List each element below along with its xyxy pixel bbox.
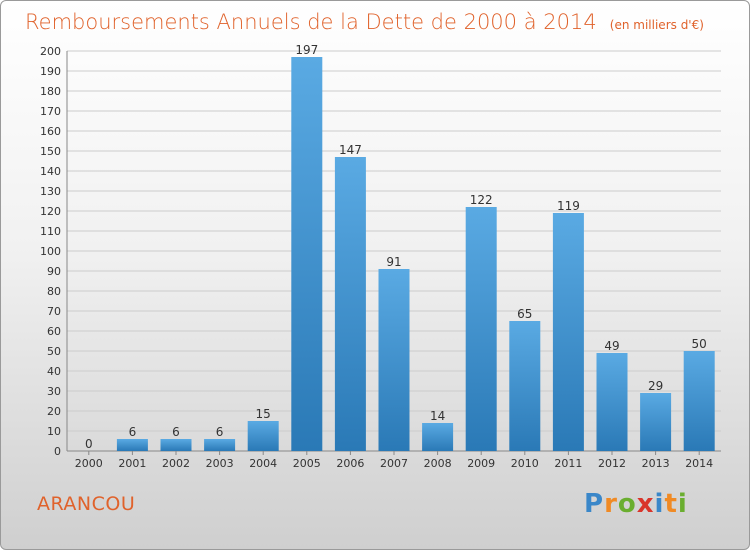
chart-title: Remboursements Annuels de la Dette de 20… bbox=[25, 10, 597, 34]
commune-name: ARANCOU bbox=[37, 493, 136, 515]
bar bbox=[116, 439, 148, 451]
y-tick-label: 30 bbox=[47, 385, 61, 398]
chart-subtitle: (en milliers d'€) bbox=[609, 18, 704, 32]
y-tick-label: 140 bbox=[40, 165, 61, 178]
y-tick-label: 0 bbox=[54, 445, 61, 458]
bar bbox=[378, 269, 410, 451]
logo-letter: o bbox=[617, 489, 637, 519]
bar bbox=[596, 353, 628, 451]
y-tick-label: 130 bbox=[40, 185, 61, 198]
y-tick-label: 120 bbox=[40, 205, 61, 218]
bar bbox=[160, 439, 192, 451]
y-tick-label: 10 bbox=[47, 425, 61, 438]
y-tick-label: 160 bbox=[40, 125, 61, 138]
data-label: 50 bbox=[692, 337, 707, 351]
data-label: 6 bbox=[129, 425, 137, 439]
bar bbox=[465, 207, 497, 451]
x-tick-label: 2011 bbox=[554, 457, 582, 470]
data-label: 15 bbox=[256, 407, 271, 421]
x-tick-label: 2005 bbox=[293, 457, 321, 470]
data-label: 147 bbox=[339, 143, 362, 157]
x-tick-label: 2008 bbox=[424, 457, 452, 470]
chart-title-row: Remboursements Annuels de la Dette de 20… bbox=[25, 5, 704, 42]
logo-letter: t bbox=[664, 489, 678, 519]
y-tick-label: 110 bbox=[40, 225, 61, 238]
data-label: 91 bbox=[386, 255, 401, 269]
x-tick-label: 2007 bbox=[380, 457, 408, 470]
y-tick-label: 150 bbox=[40, 145, 61, 158]
x-tick-label: 2013 bbox=[642, 457, 670, 470]
x-tick-label: 2006 bbox=[336, 457, 364, 470]
y-tick-label: 200 bbox=[40, 45, 61, 58]
logo-letter: i bbox=[654, 489, 665, 519]
logo-letter: P bbox=[584, 489, 605, 519]
y-tick-label: 40 bbox=[47, 365, 61, 378]
y-tick-label: 50 bbox=[47, 345, 61, 358]
x-tick-label: 2014 bbox=[685, 457, 713, 470]
x-tick-label: 2002 bbox=[162, 457, 190, 470]
proxiti-logo[interactable]: Proxiti bbox=[584, 489, 688, 519]
y-tick-label: 70 bbox=[47, 305, 61, 318]
data-label: 119 bbox=[557, 199, 580, 213]
y-tick-label: 190 bbox=[40, 65, 61, 78]
data-label: 197 bbox=[295, 43, 318, 57]
data-label: 0 bbox=[85, 437, 93, 451]
logo-letter: r bbox=[604, 489, 618, 519]
y-tick-label: 180 bbox=[40, 85, 61, 98]
data-label: 29 bbox=[648, 379, 663, 393]
bar bbox=[334, 157, 366, 451]
x-tick-label: 2012 bbox=[598, 457, 626, 470]
bar bbox=[291, 57, 323, 451]
x-tick-label: 2010 bbox=[511, 457, 539, 470]
data-label: 122 bbox=[470, 193, 493, 207]
data-label: 6 bbox=[172, 425, 180, 439]
bar bbox=[509, 321, 541, 451]
bar bbox=[422, 423, 454, 451]
y-tick-label: 170 bbox=[40, 105, 61, 118]
x-tick-label: 2003 bbox=[206, 457, 234, 470]
bar bbox=[247, 421, 279, 451]
logo-letter: x bbox=[636, 489, 655, 519]
data-label: 49 bbox=[604, 339, 619, 353]
y-tick-label: 80 bbox=[47, 285, 61, 298]
y-tick-label: 90 bbox=[47, 265, 61, 278]
x-tick-label: 2000 bbox=[75, 457, 103, 470]
x-tick-label: 2001 bbox=[118, 457, 146, 470]
x-tick-label: 2004 bbox=[249, 457, 277, 470]
data-label: 6 bbox=[216, 425, 224, 439]
bar bbox=[204, 439, 236, 451]
bar bbox=[683, 351, 715, 451]
bar bbox=[640, 393, 672, 451]
y-tick-label: 60 bbox=[47, 325, 61, 338]
y-tick-label: 100 bbox=[40, 245, 61, 258]
x-tick-label: 2009 bbox=[467, 457, 495, 470]
data-label: 14 bbox=[430, 409, 445, 423]
bar bbox=[552, 213, 584, 451]
logo-letter: i bbox=[677, 489, 688, 519]
data-label: 65 bbox=[517, 307, 532, 321]
y-tick-label: 20 bbox=[47, 405, 61, 418]
